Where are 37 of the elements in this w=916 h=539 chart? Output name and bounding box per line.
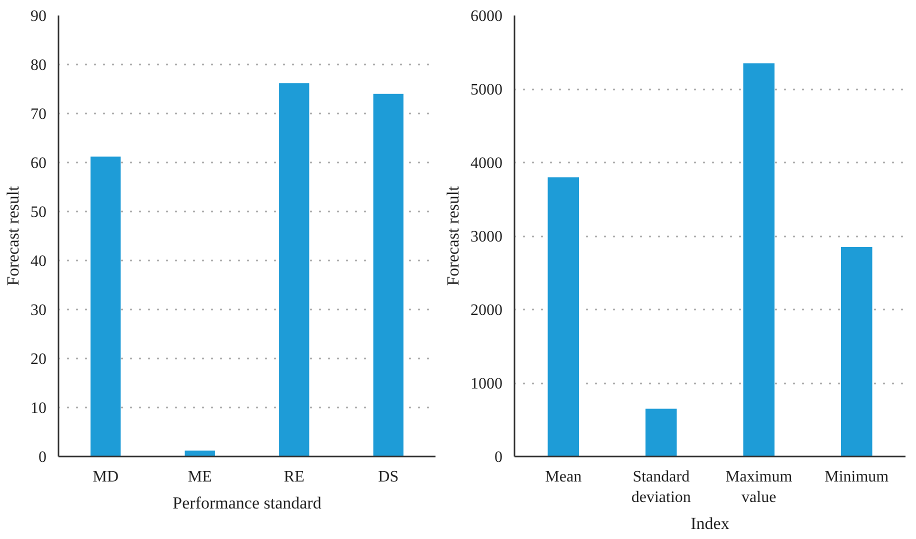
y-tick-label: 5000 bbox=[470, 82, 502, 98]
y-tick-label: 4000 bbox=[470, 155, 502, 172]
bar bbox=[279, 83, 310, 456]
y-tick-label: 1000 bbox=[470, 376, 502, 392]
x-tick-label: MD bbox=[92, 468, 119, 486]
y-tick-label: 40 bbox=[30, 253, 46, 270]
x-axis-title: Performance standard bbox=[172, 494, 322, 512]
x-tick-label: Maximum value bbox=[726, 468, 793, 506]
bar bbox=[548, 177, 580, 456]
y-tick-label: 80 bbox=[30, 57, 46, 74]
bar bbox=[373, 94, 404, 456]
y-tick-label: 3000 bbox=[470, 228, 502, 246]
y-tick-label: 20 bbox=[30, 351, 46, 368]
bar bbox=[743, 63, 775, 456]
y-tick-label: 60 bbox=[30, 155, 46, 172]
y-axis-title: Forecast result bbox=[444, 186, 462, 286]
y-tick-label: 50 bbox=[30, 204, 46, 221]
y-tick-label: 2000 bbox=[470, 302, 502, 319]
y-tick-label: 90 bbox=[30, 8, 46, 25]
y-tick-label: 6000 bbox=[470, 8, 502, 25]
x-tick-label: Standard deviation bbox=[631, 468, 691, 506]
bar bbox=[645, 408, 677, 456]
bar bbox=[184, 450, 215, 456]
y-tick-label: 10 bbox=[30, 400, 46, 417]
y-axis-title: Forecast result bbox=[4, 186, 22, 286]
x-tick-label: Minimum bbox=[824, 468, 890, 486]
y-tick-label: 70 bbox=[30, 106, 46, 123]
x-tick-label: DS bbox=[378, 468, 399, 486]
x-tick-label: RE bbox=[284, 468, 304, 486]
y-tick-label: 0 bbox=[38, 449, 46, 466]
bar bbox=[90, 156, 121, 456]
x-tick-label: ME bbox=[188, 468, 212, 486]
y-tick-label: 0 bbox=[494, 449, 502, 466]
x-tick-label: Mean bbox=[545, 468, 582, 486]
x-axis-title: Index bbox=[690, 514, 730, 533]
y-tick-label: 30 bbox=[30, 302, 46, 319]
bar bbox=[840, 247, 872, 456]
